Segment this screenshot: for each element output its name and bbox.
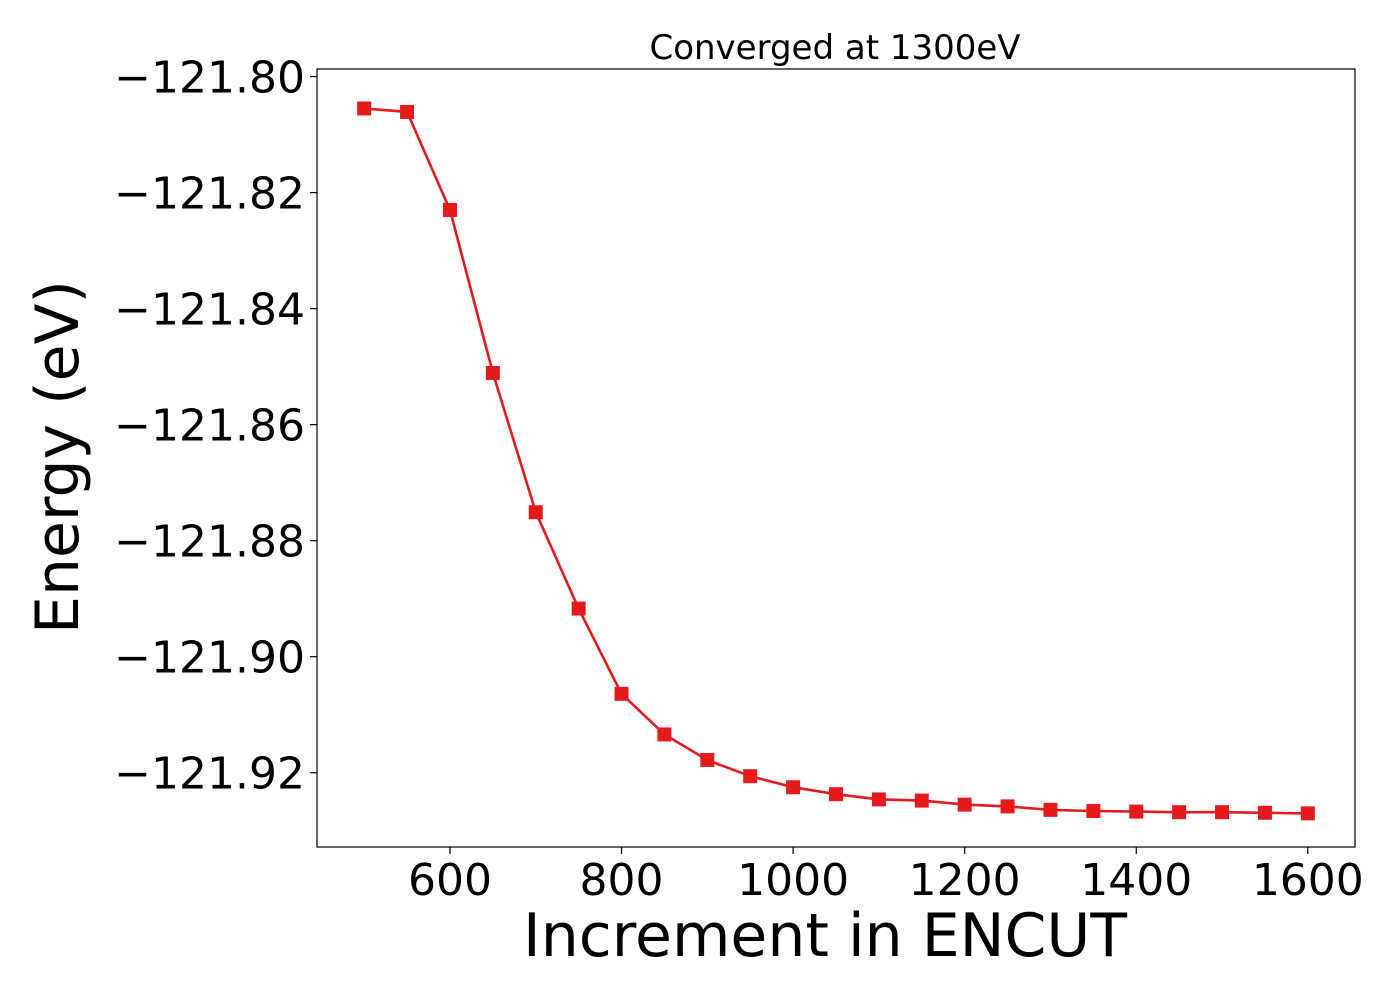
data-point: [357, 101, 372, 116]
data-point: [1257, 805, 1272, 820]
data-point: [485, 366, 500, 381]
x-tick-label: 1200: [909, 855, 1021, 906]
data-point: [1086, 804, 1101, 819]
series-line: [364, 107, 1308, 815]
data-point: [1043, 802, 1058, 817]
x-tick-label: 800: [580, 855, 664, 906]
data-point: [914, 793, 929, 808]
data-point: [1000, 799, 1015, 814]
x-tick-label: 1400: [1080, 855, 1192, 906]
y-tick-label: −121.82: [114, 169, 305, 220]
y-tick-label: −121.84: [114, 285, 305, 336]
data-point: [528, 505, 543, 520]
data-point: [1300, 806, 1315, 821]
data-point: [400, 104, 415, 119]
chart-title: Converged at 1300eV: [649, 28, 1020, 68]
y-tick-label: −121.88: [114, 517, 305, 568]
data-point: [829, 787, 843, 802]
data-point: [614, 686, 629, 701]
data-point: [1129, 804, 1144, 819]
x-tick-label: 1000: [737, 855, 849, 906]
data-point: [571, 601, 586, 616]
data-point: [743, 769, 758, 784]
x-tick-label: 1600: [1252, 855, 1364, 906]
x-axis-label: Increment in ENCUT: [523, 901, 1127, 971]
x-tick-label: 600: [408, 855, 492, 906]
y-tick-label: −121.86: [114, 401, 305, 452]
data-point: [700, 752, 715, 767]
data-point: [786, 780, 801, 795]
data-point: [442, 202, 457, 217]
data-point: [1172, 805, 1187, 820]
y-tick-label: −121.80: [114, 53, 305, 104]
y-tick-label: −121.90: [114, 633, 305, 684]
plot-area: 600 800 1000 1200 1400 1600 −121.80 −121.82 −121…: [114, 53, 1364, 906]
data-point: [957, 797, 972, 812]
y-axis-label: Energy (eV): [23, 280, 93, 634]
plot-frame: [316, 68, 1356, 848]
data-point: [871, 792, 886, 807]
data-point: [1215, 805, 1230, 820]
data-point: [657, 727, 672, 742]
y-tick-label: −121.92: [114, 749, 305, 800]
